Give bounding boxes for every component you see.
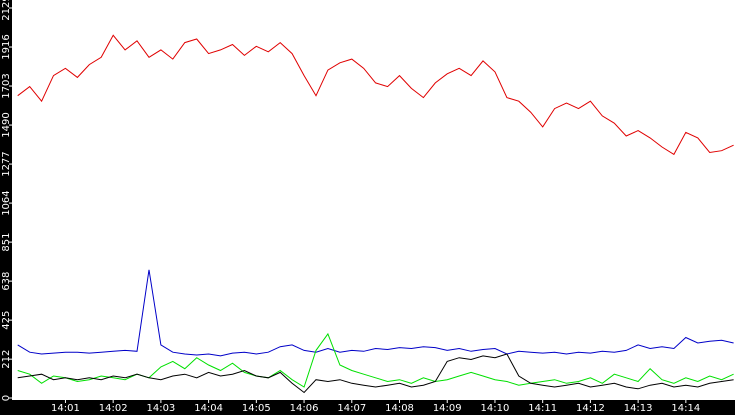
y-tick-label: 1277 (1, 151, 12, 176)
y-tick-label: 1703 (1, 73, 12, 98)
x-axis-strip (0, 400, 735, 415)
y-tick-label: 638 (1, 272, 12, 291)
x-tick-label: 14:06 (290, 403, 319, 414)
series-line (17, 353, 734, 394)
series-line (17, 34, 734, 156)
y-tick-label: 1490 (1, 112, 12, 137)
x-tick-label: 14:09 (433, 403, 462, 414)
y-axis-strip (0, 0, 12, 415)
x-tick-label: 14:13 (624, 403, 653, 414)
x-tick-label: 14:01 (51, 403, 80, 414)
x-tick-label: 14:07 (337, 403, 366, 414)
x-tick-label: 14:05 (242, 403, 271, 414)
x-tick-label: 14:14 (671, 403, 700, 414)
x-tick-label: 14:11 (528, 403, 557, 414)
y-tick-label: 2129 (1, 0, 12, 21)
y-tick-label: 851 (1, 233, 12, 252)
x-tick-label: 14:02 (99, 403, 128, 414)
y-tick-label: 1916 (1, 34, 12, 59)
y-tick-label: 0 (1, 395, 12, 401)
y-tick-label: 425 (1, 311, 12, 330)
x-tick-label: 14:10 (481, 403, 510, 414)
x-tick-label: 14:12 (576, 403, 605, 414)
x-tick-label: 14:03 (146, 403, 175, 414)
y-tick-label: 1064 (1, 190, 12, 215)
series-line (17, 269, 734, 357)
y-tick-label: 212 (1, 350, 12, 369)
x-tick-label: 14:04 (194, 403, 223, 414)
x-tick-label: 14:08 (385, 403, 414, 414)
